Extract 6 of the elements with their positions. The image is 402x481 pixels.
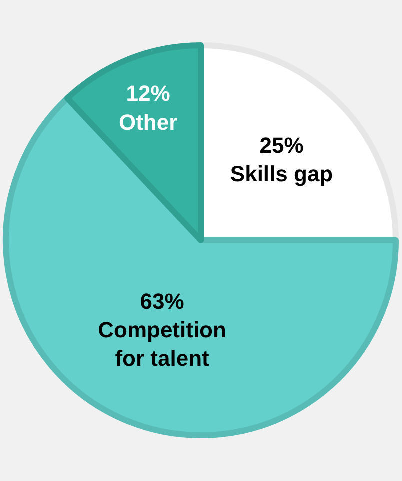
data-label: 63% — [140, 288, 184, 314]
slice-label: Other — [118, 110, 178, 135]
slice-label: Skills gap — [230, 162, 334, 187]
data-label: 12% — [126, 81, 170, 106]
data-label: 25% — [260, 132, 304, 158]
slice-label: Competition for talent — [98, 317, 226, 372]
